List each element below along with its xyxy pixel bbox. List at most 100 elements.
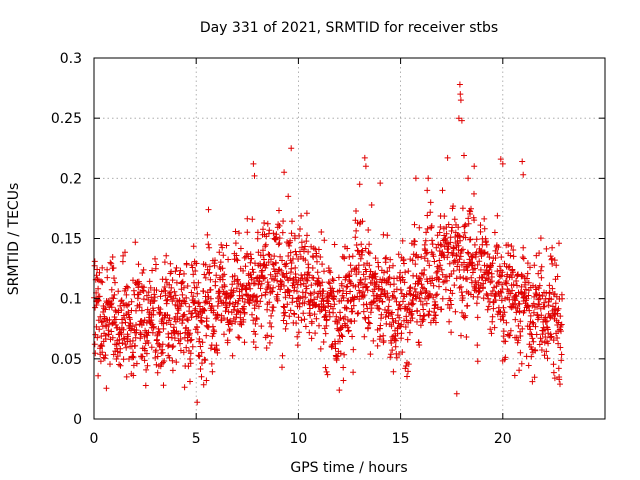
data-point [460, 275, 467, 282]
data-point [249, 216, 256, 223]
data-point [232, 318, 239, 325]
data-point [188, 310, 194, 317]
data-point [437, 262, 444, 269]
data-point [464, 267, 471, 274]
data-point [323, 317, 330, 324]
data-point [488, 330, 495, 337]
data-point [519, 254, 526, 261]
data-point [467, 208, 474, 215]
data-point [471, 217, 478, 224]
data-point [291, 284, 298, 291]
data-point [187, 330, 193, 337]
data-point [189, 343, 196, 350]
data-point [146, 278, 153, 285]
data-point [494, 280, 501, 286]
data-point [308, 292, 314, 298]
data-point [104, 266, 111, 273]
data-point [536, 282, 543, 289]
data-point [301, 300, 308, 307]
data-point [346, 253, 353, 260]
data-point [232, 240, 239, 247]
data-point [431, 315, 438, 322]
data-point [483, 241, 490, 248]
data-point [168, 294, 175, 301]
data-point [314, 258, 320, 265]
data-point [423, 300, 430, 307]
data-point [355, 269, 362, 275]
data-point [366, 320, 373, 327]
data-point [507, 290, 514, 297]
data-point [499, 281, 505, 288]
data-point [406, 329, 413, 336]
data-point [529, 378, 536, 385]
data-point [248, 255, 255, 262]
data-point [221, 315, 227, 322]
data-point [145, 340, 152, 346]
data-point [510, 269, 516, 276]
data-point [101, 305, 107, 312]
data-point [436, 229, 443, 236]
data-point [559, 295, 566, 302]
data-point [241, 254, 248, 261]
data-point [481, 225, 488, 232]
data-point [424, 212, 431, 219]
data-point [376, 306, 383, 312]
data-point [373, 278, 380, 285]
data-point [140, 266, 147, 273]
data-point [544, 355, 551, 362]
data-point [302, 289, 309, 296]
data-point [343, 284, 350, 290]
data-point [274, 291, 281, 298]
data-point [542, 334, 549, 340]
data-point [311, 311, 318, 318]
data-point [395, 251, 402, 258]
data-point [133, 307, 139, 314]
data-point [368, 202, 375, 208]
data-point [140, 284, 147, 291]
data-point [550, 337, 557, 344]
data-point [331, 301, 338, 308]
data-point [518, 360, 525, 367]
data-point [301, 248, 307, 255]
data-point [287, 237, 294, 244]
data-point [97, 358, 104, 365]
data-point [344, 245, 351, 252]
data-point [203, 332, 210, 339]
data-point [323, 322, 330, 329]
data-point [172, 292, 179, 299]
data-point [169, 277, 176, 284]
data-point [516, 367, 523, 374]
data-point [246, 281, 253, 288]
data-point [326, 280, 333, 287]
data-point [558, 321, 565, 328]
data-point [212, 278, 219, 285]
data-point [437, 241, 444, 248]
data-point [461, 229, 468, 236]
data-point [321, 237, 328, 244]
data-point [306, 272, 313, 279]
data-point [496, 263, 503, 270]
data-point [261, 220, 268, 226]
data-point [330, 277, 337, 284]
data-point [365, 324, 372, 331]
data-point [264, 220, 271, 227]
data-point [270, 230, 277, 237]
data-point [428, 223, 435, 229]
data-point [529, 346, 535, 353]
data-point [465, 175, 472, 182]
data-point [367, 268, 374, 275]
data-point [420, 306, 427, 313]
data-point [145, 289, 152, 296]
data-point [209, 323, 216, 330]
data-point [384, 307, 391, 314]
data-point [329, 341, 336, 348]
data-point [511, 372, 518, 379]
data-point [236, 334, 243, 341]
data-point [109, 334, 116, 341]
data-point [538, 338, 545, 345]
data-point [102, 352, 109, 359]
data-point [365, 227, 372, 233]
data-point [551, 257, 558, 264]
data-point [274, 270, 281, 277]
data-point [507, 252, 514, 259]
